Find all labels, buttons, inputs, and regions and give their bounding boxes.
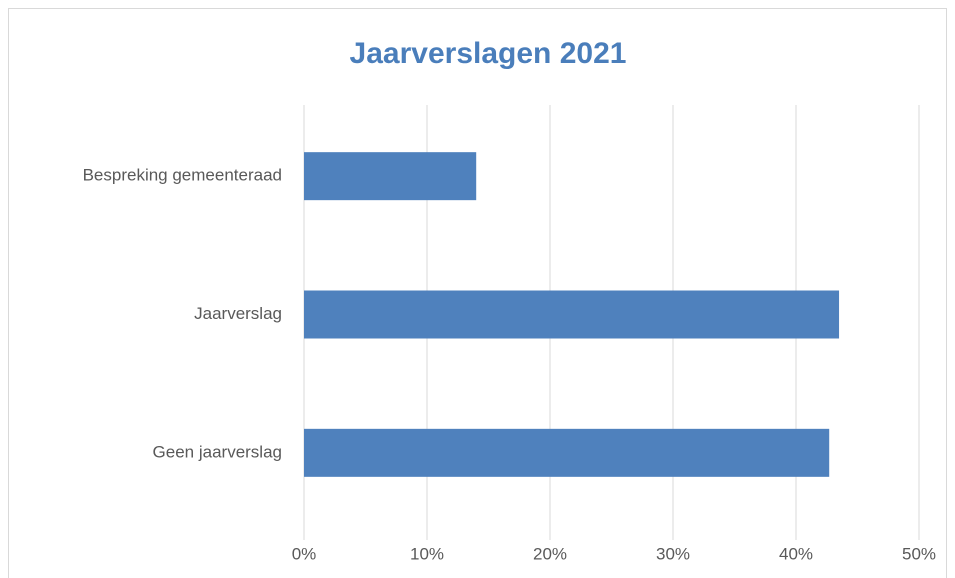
- y-tick-label: Jaarverslag: [194, 304, 282, 323]
- bar: [304, 152, 477, 201]
- x-tick-label: 30%: [656, 544, 690, 563]
- bar: [304, 290, 840, 339]
- bar: [304, 428, 830, 477]
- x-tick-label: 20%: [533, 544, 567, 563]
- x-tick-label: 40%: [779, 544, 813, 563]
- y-tick-label: Geen jaarverslag: [153, 442, 282, 461]
- x-tick-label: 0%: [292, 544, 317, 563]
- x-tick-label: 10%: [410, 544, 444, 563]
- y-tick-label: Bespreking gemeenteraad: [83, 166, 282, 185]
- chart-title: Jaarverslagen 2021: [350, 37, 627, 70]
- x-tick-label: 50%: [902, 544, 936, 563]
